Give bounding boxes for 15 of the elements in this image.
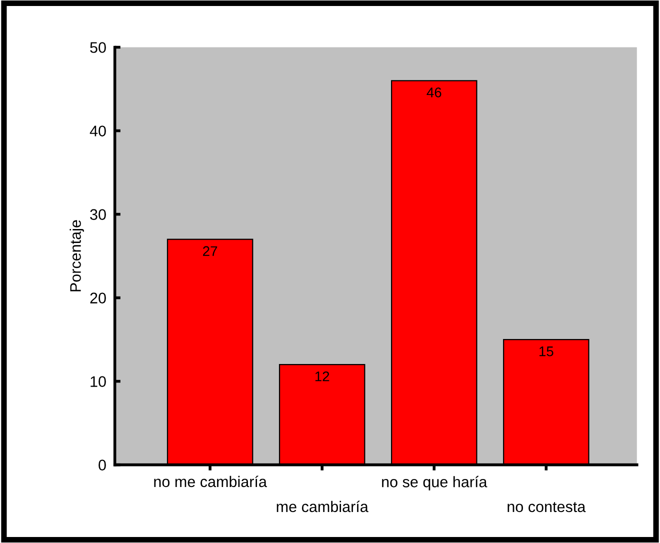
y-tick-label: 10 <box>90 376 106 387</box>
data-label: 27 <box>203 246 218 256</box>
y-tick-label: 50 <box>90 42 106 53</box>
x-tick-label: no se que haría <box>382 476 488 490</box>
x-tick-label: no me cambiaría <box>154 476 267 488</box>
y-axis-title: Porcentaje <box>70 220 84 292</box>
y-tick-label: 0 <box>98 460 106 470</box>
y-tick-label: 20 <box>90 292 106 304</box>
x-tick-label: no contesta <box>508 502 586 512</box>
y-tick-label: 30 <box>90 209 106 220</box>
data-label: 12 <box>315 371 330 382</box>
data-label: 15 <box>539 346 554 356</box>
data-label: 46 <box>426 88 442 98</box>
x-tick-label: me cambiaría <box>276 500 368 512</box>
y-tick-label: 40 <box>90 126 106 136</box>
